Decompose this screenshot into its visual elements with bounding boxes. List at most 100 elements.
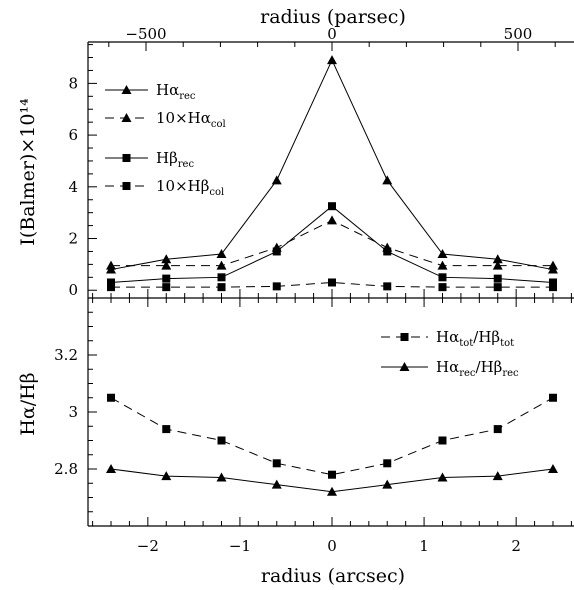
- top-y-axis-title: I(Balmer)×10¹⁴: [17, 98, 39, 246]
- x-tick-label--1: −1: [229, 537, 251, 555]
- legend-entry-10-h-col: 10×Hαcol​: [105, 109, 226, 130]
- data-point: [438, 273, 447, 282]
- data-point: [328, 470, 336, 479]
- series-h-rec: [107, 202, 557, 287]
- data-series: [106, 55, 558, 496]
- bottom-axis-title: radius (arcsec): [261, 565, 405, 587]
- x-tick-label--2: −2: [137, 537, 159, 555]
- data-point: [216, 249, 227, 259]
- legend-entry-h-tot-h-tot: Hαtot​/Hβtot​: [381, 328, 514, 349]
- legend-marker: [121, 85, 132, 94]
- series-line: [111, 219, 553, 267]
- data-point: [548, 393, 557, 402]
- data-point: [217, 436, 226, 445]
- data-point: [492, 260, 503, 270]
- data-point: [162, 425, 171, 434]
- top-tick-label-1: 0: [327, 25, 337, 43]
- series-h-rec-h-rec: [106, 464, 558, 496]
- data-point: [493, 274, 502, 283]
- data-point: [493, 283, 502, 292]
- data-point: [437, 472, 448, 482]
- y-tick-label-top-4: 8: [68, 74, 78, 92]
- data-point: [162, 274, 171, 283]
- legend-entry-h-rec-h-rec: Hαrec​/Hβrec​: [381, 358, 519, 379]
- data-point: [437, 249, 448, 259]
- legend-label: Hαtot​/Hβtot​: [436, 328, 514, 349]
- data-point: [327, 486, 337, 496]
- data-point: [107, 278, 116, 287]
- legend-label: Hβrec​: [156, 149, 194, 170]
- top-legend: Hαrec​ 10×Hαcol​ Hβrec​ 10×Hβcol​: [105, 81, 226, 198]
- series-h-tot-h-tot: [107, 393, 557, 479]
- x-tick-label-1: 1: [419, 537, 429, 555]
- data-point: [107, 393, 116, 402]
- y-tick-label-top-2: 4: [68, 178, 78, 196]
- data-point: [438, 283, 447, 292]
- data-point: [382, 479, 393, 489]
- legend-marker: [400, 333, 409, 341]
- legend-entry-10-h-col: 10×Hβcol​: [105, 177, 224, 198]
- data-point: [161, 254, 172, 264]
- legend-marker: [122, 182, 131, 190]
- series-line: [111, 281, 553, 288]
- y-tick-label-bottom-0: 2.8: [54, 460, 78, 478]
- top-tick-label-0: −500: [125, 25, 166, 43]
- bottom-y-axis-title: Hα/Hβ: [17, 372, 39, 435]
- data-point: [272, 282, 281, 291]
- top-tick-label-2: 500: [504, 25, 533, 43]
- legend-entry-h-rec: Hαrec​: [105, 81, 196, 102]
- data-point: [547, 464, 558, 473]
- data-point: [383, 247, 392, 256]
- data-point: [328, 278, 336, 287]
- data-point: [548, 283, 557, 292]
- data-point: [107, 283, 116, 292]
- y-tick-label-bottom-2: 3.2: [54, 346, 78, 364]
- legend-label: Hαrec​/Hβrec​: [436, 358, 519, 379]
- data-point: [492, 471, 503, 481]
- legend-marker: [399, 362, 410, 371]
- data-point: [217, 273, 226, 282]
- legend-marker: [122, 154, 131, 162]
- data-point: [272, 459, 281, 468]
- series-10-h-col: [107, 278, 557, 292]
- legend-entry-h-rec: Hβrec​: [105, 149, 194, 170]
- legends: Hαrec​ 10×Hαcol​ Hβrec​ 10×Hβcol​ Hαtot​/Hβt…: [105, 81, 519, 379]
- bottom-legend: Hαtot​/Hβtot​ Hαrec​/Hβrec​: [381, 328, 519, 379]
- data-point: [383, 459, 392, 468]
- data-point: [437, 260, 448, 270]
- y-tick-label-top-1: 2: [68, 230, 78, 248]
- data-point: [271, 479, 282, 489]
- data-point: [161, 471, 172, 481]
- data-point: [162, 283, 171, 292]
- data-point: [493, 425, 502, 434]
- data-point: [328, 202, 336, 211]
- series-line: [110, 397, 554, 476]
- y-tick-label-top-3: 6: [68, 126, 78, 144]
- series-10-h-col: [106, 215, 558, 270]
- x-tick-label-2: 2: [511, 537, 521, 555]
- data-point: [161, 260, 172, 270]
- y-tick-label-top-0: 0: [68, 281, 78, 299]
- data-point: [327, 55, 337, 65]
- data-point: [271, 175, 282, 185]
- top-axis-title: radius (parsec): [260, 6, 406, 28]
- data-point: [272, 247, 281, 256]
- data-point: [216, 260, 227, 270]
- data-point: [217, 283, 226, 292]
- y-tick-label-bottom-1: 3: [68, 403, 78, 421]
- data-point: [383, 282, 392, 291]
- data-point: [548, 278, 557, 287]
- data-point: [106, 464, 117, 473]
- data-point: [382, 175, 393, 185]
- legend-label: 10×Hαcol​: [156, 109, 226, 130]
- data-point: [492, 254, 503, 264]
- legend-marker: [121, 113, 132, 122]
- x-tick-label-0: 0: [327, 537, 337, 555]
- legend-label: Hαrec​: [156, 81, 196, 102]
- data-point: [438, 436, 447, 445]
- axis-labels: radius (parsec) radius (arcsec) I(Balmer…: [17, 6, 406, 587]
- legend-label: 10×Hβcol​: [156, 177, 224, 198]
- data-point: [547, 260, 558, 270]
- data-point: [106, 260, 117, 270]
